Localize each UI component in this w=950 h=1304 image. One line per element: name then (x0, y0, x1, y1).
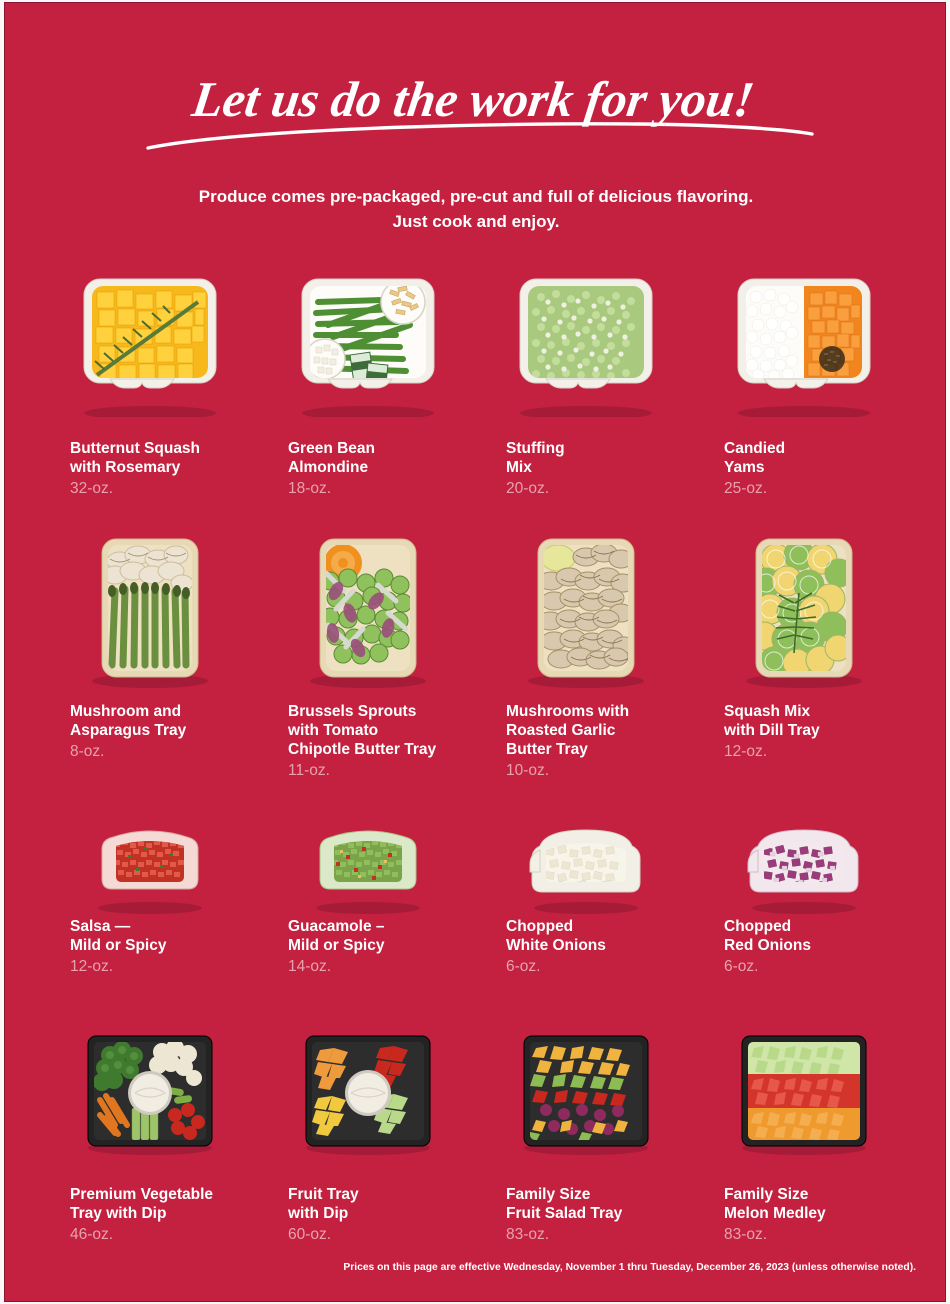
svg-text:Let us do the work for you!: Let us do the work for you! (188, 71, 758, 127)
